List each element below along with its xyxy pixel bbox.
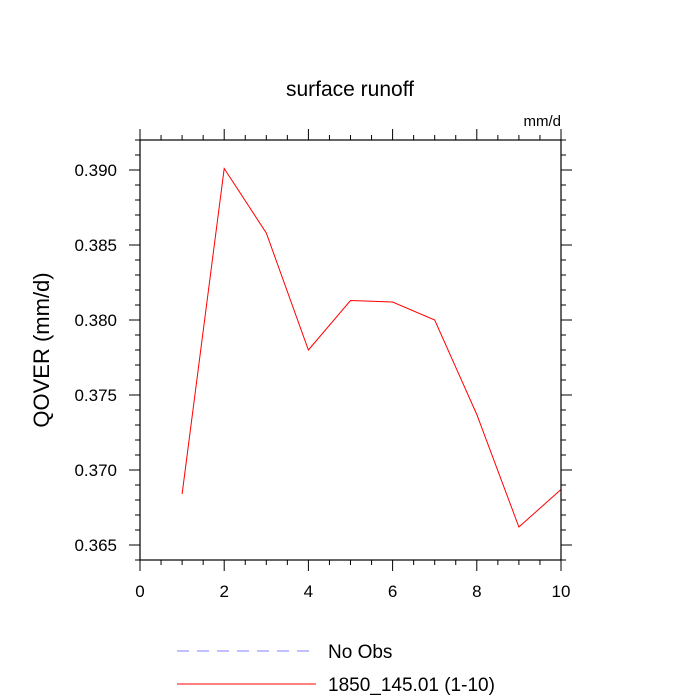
x-tick-label: 0 <box>135 582 144 601</box>
x-tick-label: 10 <box>552 582 571 601</box>
chart-title: surface runoff <box>286 78 414 101</box>
series-line-0 <box>181 167 562 528</box>
y-tick-label: 0.390 <box>74 161 117 180</box>
x-tick-label: 6 <box>388 582 397 601</box>
y-tick-label: 0.380 <box>74 311 117 330</box>
legend-label-series: 1850_145.01 (1-10) <box>328 675 495 696</box>
y-tick-label: 0.385 <box>74 236 117 255</box>
y-tick-label: 0.375 <box>74 386 117 405</box>
units-label: mm/d <box>524 113 562 130</box>
x-tick-label: 2 <box>219 582 228 601</box>
legend-label-no-obs: No Obs <box>328 642 392 663</box>
y-axis-label: QOVER (mm/d) <box>29 272 54 427</box>
legend: No Obs 1850_145.01 (1-10) <box>177 642 495 696</box>
y-tick-label: 0.365 <box>74 536 117 555</box>
y-tick-label: 0.370 <box>74 461 117 480</box>
plot-frame <box>139 139 562 561</box>
x-tick-label: 8 <box>472 582 481 601</box>
x-tick-label: 4 <box>304 582 313 601</box>
